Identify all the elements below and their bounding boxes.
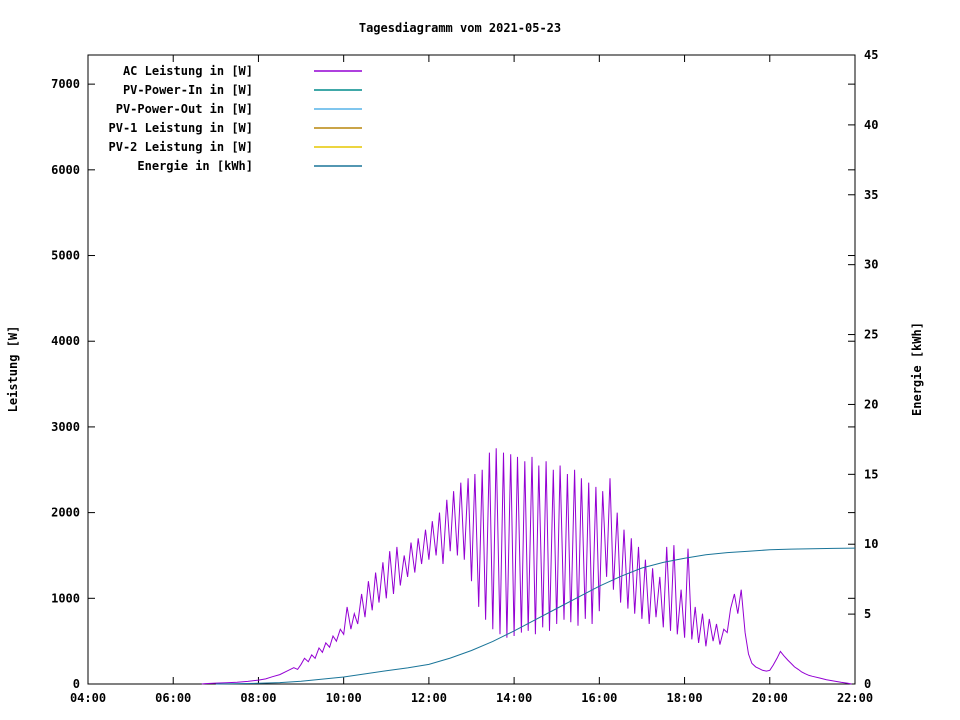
legend-label-pv1-leistung: PV-1 Leistung in [W] [109,121,254,135]
x-tick-label: 14:00 [496,691,532,705]
x-tick-label: 22:00 [837,691,873,705]
right-axis-ticks: 0 5 10 15 20 25 30 35 40 45 [848,48,878,691]
right-tick-label: 25 [864,328,878,342]
x-tick-label: 16:00 [581,691,617,705]
series-lines [201,448,856,685]
left-tick-label: 3000 [51,420,80,434]
chart-title: Tagesdiagramm vom 2021-05-23 [359,21,561,35]
left-tick-label: 0 [73,677,80,691]
x-tick-label: 06:00 [155,691,191,705]
x-tick-label: 04:00 [70,691,106,705]
x-axis-ticks: 04:00 06:00 08:00 10:00 12:00 14:00 16:00 18:00… [70,55,873,705]
left-tick-label: 2000 [51,506,80,520]
plot-border [87,54,856,685]
legend-label-pv-power-in: PV-Power-In in [W] [123,83,253,97]
x-tick-label: 10:00 [326,691,362,705]
left-tick-label: 7000 [51,77,80,91]
right-tick-label: 30 [864,258,878,272]
series-energie-in-kwh [215,547,856,685]
legend: AC Leistung in [W] PV-Power-In in [W] PV… [109,64,362,173]
left-tick-label: 6000 [51,163,80,177]
right-tick-label: 0 [864,677,871,691]
x-tick-label: 18:00 [666,691,702,705]
legend-label-pv2-leistung: PV-2 Leistung in [W] [109,140,254,154]
legend-label-ac-leistung: AC Leistung in [W] [123,64,253,78]
right-tick-label: 45 [864,48,878,62]
right-tick-label: 40 [864,118,878,132]
right-tick-label: 10 [864,537,878,551]
x-tick-label: 08:00 [240,691,276,705]
legend-label-energie: Energie in [kWh] [137,159,253,173]
left-axis-ticks: 0 1000 2000 3000 4000 5000 6000 7000 [51,77,855,691]
left-tick-label: 5000 [51,249,80,263]
right-tick-label: 5 [864,607,871,621]
x-tick-label: 12:00 [411,691,447,705]
legend-label-pv-power-out: PV-Power-Out in [W] [116,102,253,116]
right-tick-label: 35 [864,188,878,202]
x-tick-label: 20:00 [752,691,788,705]
right-tick-label: 15 [864,467,878,481]
left-tick-label: 1000 [51,591,80,605]
series-ac-leistung-in-w [201,448,852,685]
left-axis-title: Leistung [W] [6,326,20,413]
right-axis-title: Energie [kWh] [910,322,924,416]
left-tick-label: 4000 [51,334,80,348]
right-tick-label: 20 [864,397,878,411]
